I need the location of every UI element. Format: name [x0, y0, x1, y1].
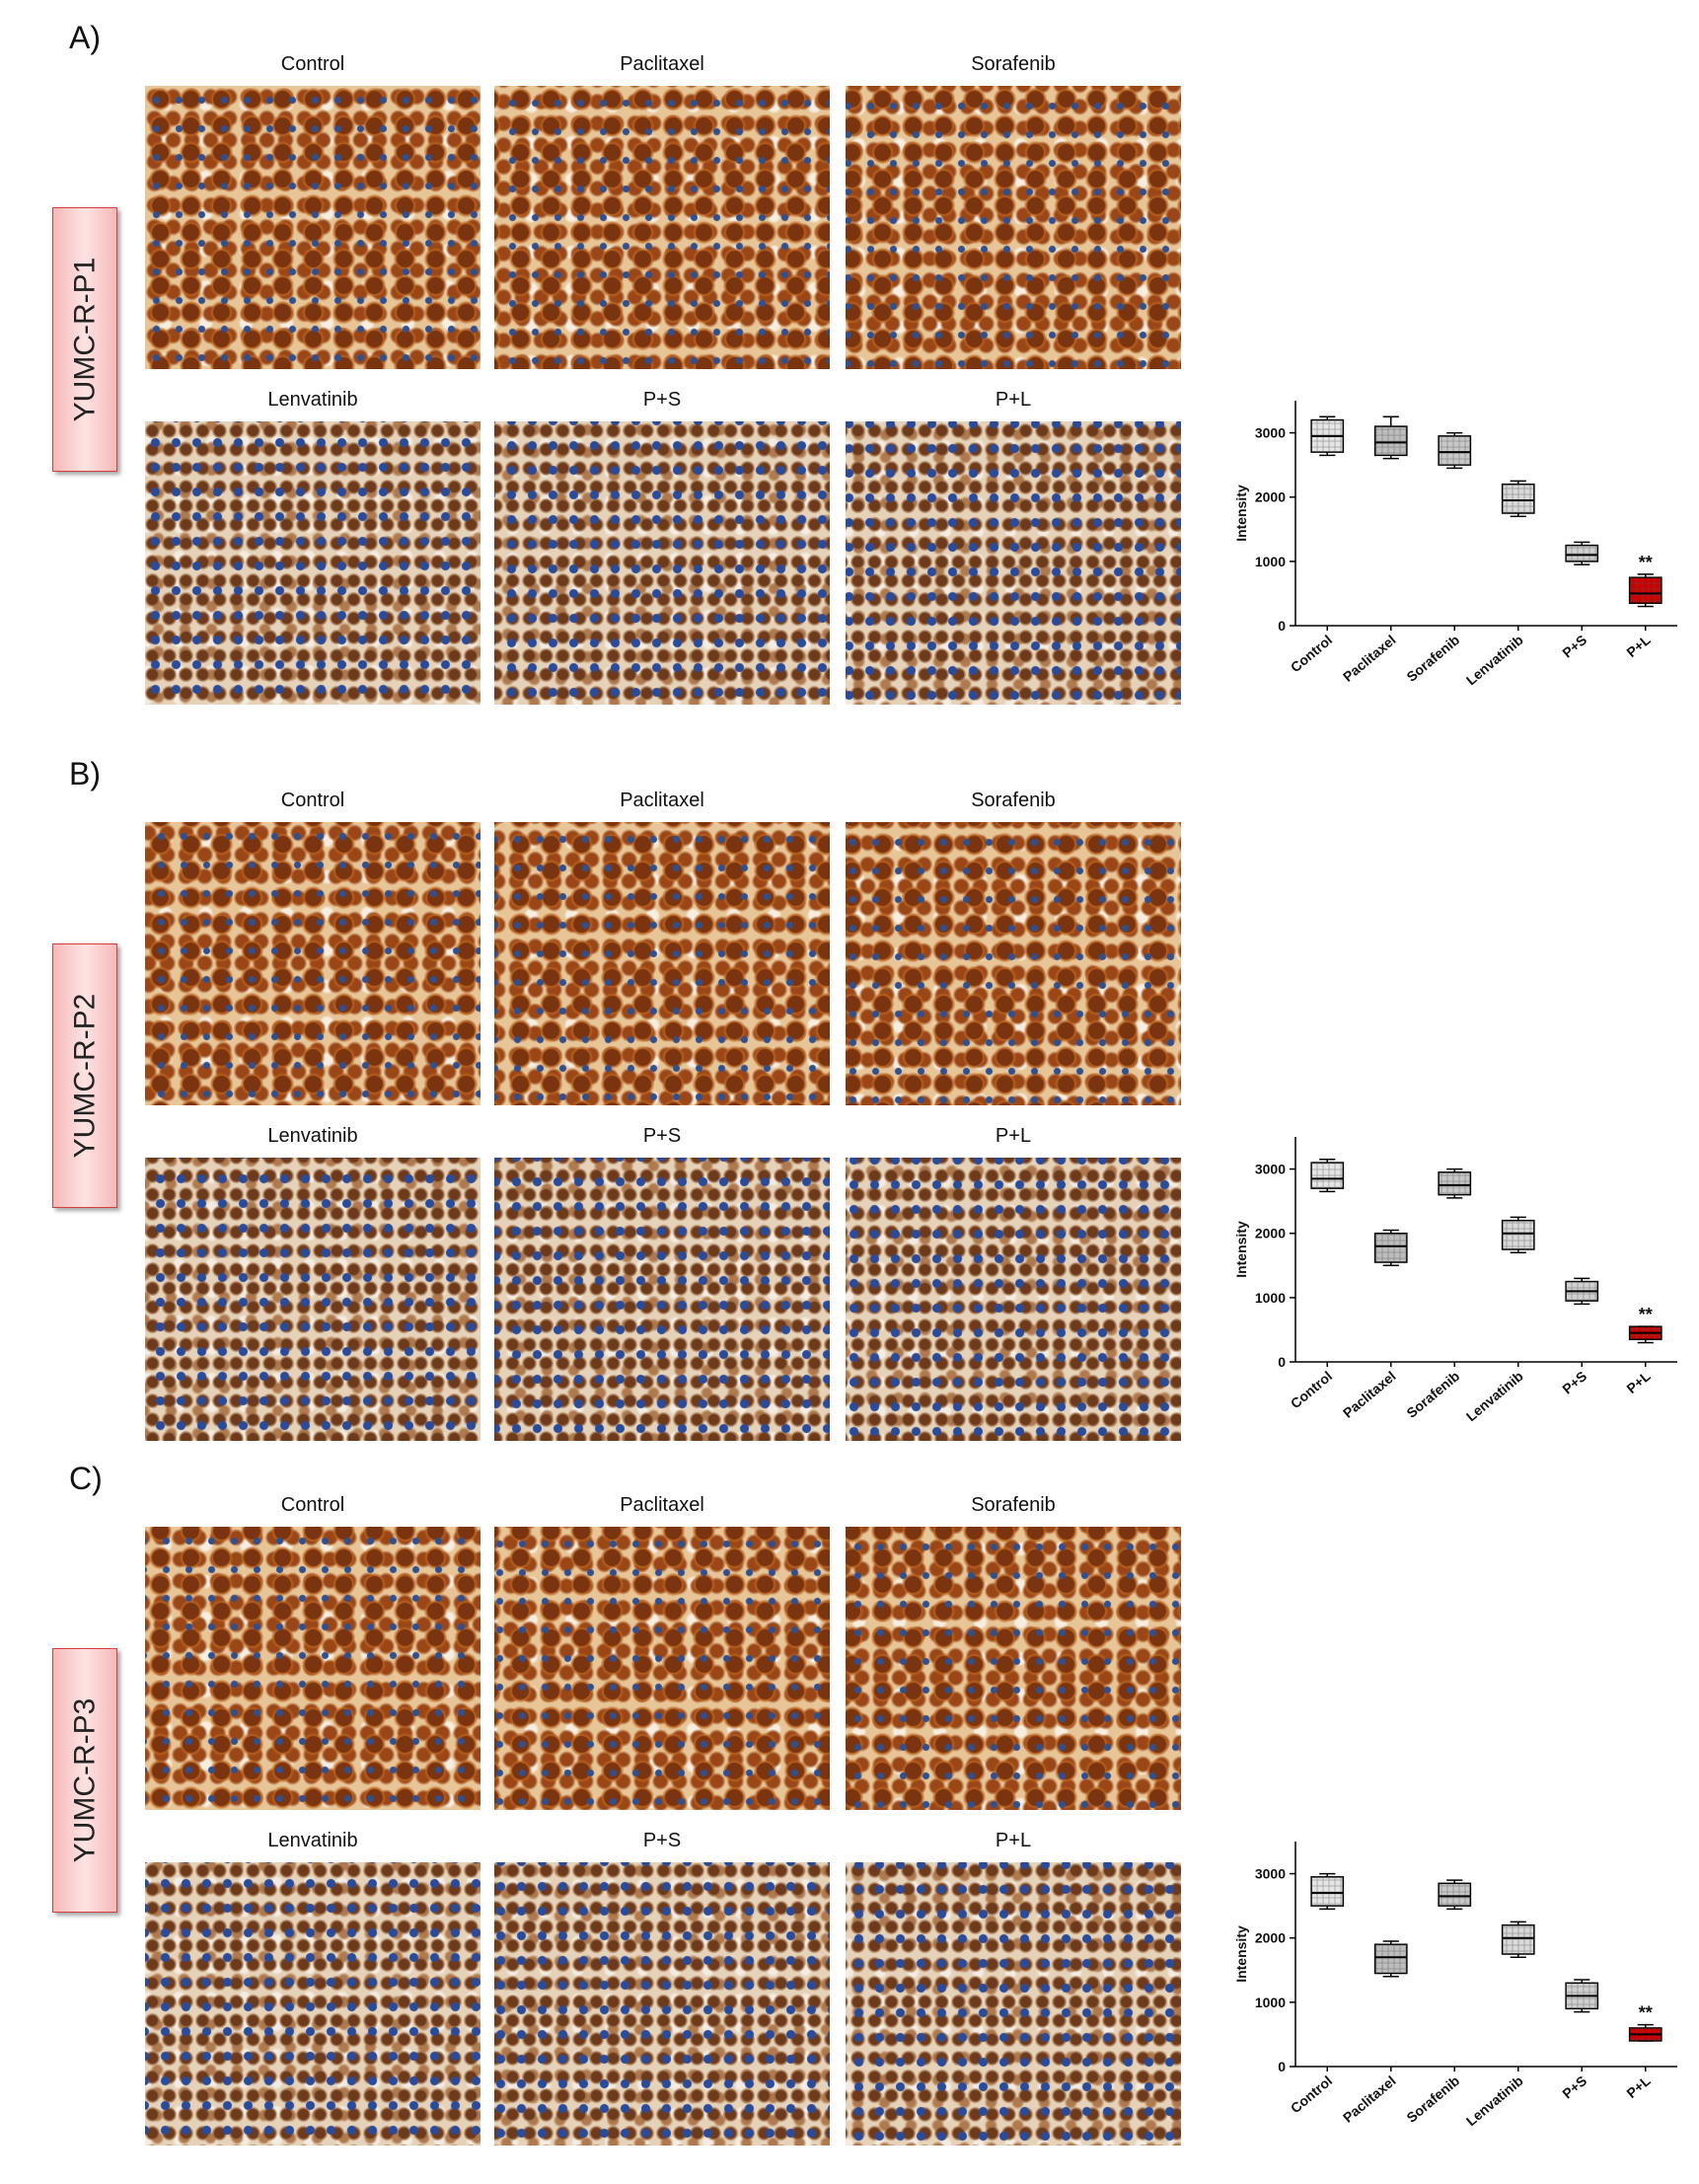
y-tick-label: 1000: [1255, 554, 1286, 569]
micrograph: [846, 1527, 1181, 1810]
cell-line-label: YUMC-R-P1: [52, 207, 117, 472]
image-title: P+S: [642, 1830, 682, 1851]
box-texture: [1439, 1883, 1471, 1907]
x-tick-label: P+L: [1623, 632, 1654, 660]
micrograph: [494, 1862, 830, 2146]
x-tick-label: Lenvatinib: [1463, 1368, 1526, 1424]
panel-label: B): [69, 756, 101, 791]
image-title: P+L: [995, 1125, 1032, 1147]
image-title: Paclitaxel: [620, 790, 704, 811]
x-tick-label: Sorafenib: [1403, 2072, 1462, 2126]
box-texture: [1502, 484, 1534, 513]
image-title: Lenvatinib: [267, 1125, 358, 1147]
image-title: Paclitaxel: [620, 1494, 704, 1516]
box-texture: [1629, 577, 1662, 604]
x-tick-label: Paclitaxel: [1340, 2072, 1399, 2126]
x-tick-label: P+S: [1559, 1368, 1589, 1397]
box-texture: [1374, 1233, 1407, 1263]
y-tick-label: 3000: [1255, 1866, 1286, 1882]
x-tick-label: Control: [1288, 1368, 1335, 1411]
image-title: Paclitaxel: [620, 53, 704, 75]
y-axis-label: Intensity: [1233, 1925, 1249, 1983]
box-texture: [1311, 1876, 1344, 1907]
image-title: Control: [280, 790, 345, 811]
micrograph: [846, 421, 1181, 705]
x-tick-label: Control: [1288, 2072, 1335, 2116]
image-title: Control: [280, 1494, 345, 1516]
image-title: Sorafenib: [971, 1494, 1056, 1516]
micrograph: [494, 1158, 830, 1441]
micrograph: [145, 86, 480, 369]
micrograph: [145, 1862, 480, 2146]
micrograph: [494, 421, 830, 705]
micrograph: [494, 822, 830, 1105]
x-tick-label: P+L: [1623, 2072, 1654, 2101]
box-plot: 0 1000 2000 3000 Intensity Control Paclitaxel S…: [1233, 1137, 1677, 1424]
y-tick-label: 0: [1278, 2059, 1286, 2074]
y-axis-label: Intensity: [1233, 485, 1249, 542]
image-title: P+L: [995, 1830, 1032, 1851]
x-tick-label: Sorafenib: [1403, 632, 1462, 685]
box-texture: [1502, 1220, 1534, 1249]
y-tick-label: 0: [1278, 1354, 1286, 1370]
x-tick-label: Control: [1288, 632, 1335, 675]
box-texture: [1374, 1944, 1407, 1974]
y-tick-label: 2000: [1255, 1930, 1286, 1946]
y-tick-label: 3000: [1255, 425, 1286, 441]
box-plot: 0 1000 2000 3000 Intensity Control Paclitaxel S…: [1233, 1842, 1677, 2129]
y-tick-label: 2000: [1255, 490, 1286, 505]
x-tick-label: Paclitaxel: [1340, 1368, 1399, 1421]
box-texture: [1502, 1924, 1534, 1954]
panel-label: A): [69, 20, 101, 55]
micrograph: [846, 1158, 1181, 1441]
box-texture: [1439, 1171, 1471, 1195]
cell-line-label: YUMC-R-P3: [52, 1648, 117, 1913]
image-title: P+S: [642, 1125, 682, 1147]
x-tick-label: P+S: [1559, 2072, 1589, 2102]
box-plot: 0 1000 2000 3000 Intensity Control Paclitaxel S…: [1233, 401, 1677, 688]
significance: **: [1639, 1305, 1653, 1324]
box-texture: [1374, 426, 1407, 456]
x-tick-label: Sorafenib: [1403, 1368, 1462, 1421]
cell-line-label: YUMC-R-P2: [52, 943, 117, 1208]
micrograph: [145, 421, 480, 705]
x-tick-label: Lenvatinib: [1463, 632, 1526, 688]
cell-line-text: YUMC-R-P3: [68, 1697, 102, 1863]
image-title: Lenvatinib: [267, 389, 358, 411]
micrograph: [145, 822, 480, 1105]
micrograph: [494, 1527, 830, 1810]
y-tick-label: 1000: [1255, 1290, 1286, 1306]
image-title: Lenvatinib: [267, 1830, 358, 1851]
y-tick-label: 0: [1278, 618, 1286, 634]
box-texture: [1566, 545, 1598, 562]
image-title: P+L: [995, 389, 1032, 411]
image-title: Sorafenib: [971, 53, 1056, 75]
y-tick-label: 1000: [1255, 1995, 1286, 2010]
box-texture: [1439, 435, 1471, 466]
cell-line-text: YUMC-R-P1: [68, 257, 102, 422]
micrograph: [846, 86, 1181, 369]
x-tick-label: Lenvatinib: [1463, 2072, 1526, 2129]
micrograph: [846, 822, 1181, 1105]
x-tick-label: P+S: [1559, 632, 1589, 661]
micrograph: [145, 1527, 480, 1810]
panel-label: C): [69, 1461, 103, 1496]
y-tick-label: 2000: [1255, 1226, 1286, 1242]
image-title: Control: [280, 53, 345, 75]
x-tick-label: Paclitaxel: [1340, 632, 1399, 685]
x-tick-label: P+L: [1623, 1368, 1654, 1396]
image-title: P+S: [642, 389, 682, 411]
micrograph: [846, 1862, 1181, 2146]
image-title: Sorafenib: [971, 790, 1056, 811]
box-texture: [1311, 1163, 1344, 1189]
micrograph: [145, 1158, 480, 1441]
significance: **: [1639, 553, 1653, 572]
y-axis-label: Intensity: [1233, 1221, 1249, 1278]
cell-line-text: YUMC-R-P2: [68, 993, 102, 1159]
y-tick-label: 3000: [1255, 1162, 1286, 1177]
micrograph: [494, 86, 830, 369]
significance: **: [1639, 2003, 1653, 2023]
